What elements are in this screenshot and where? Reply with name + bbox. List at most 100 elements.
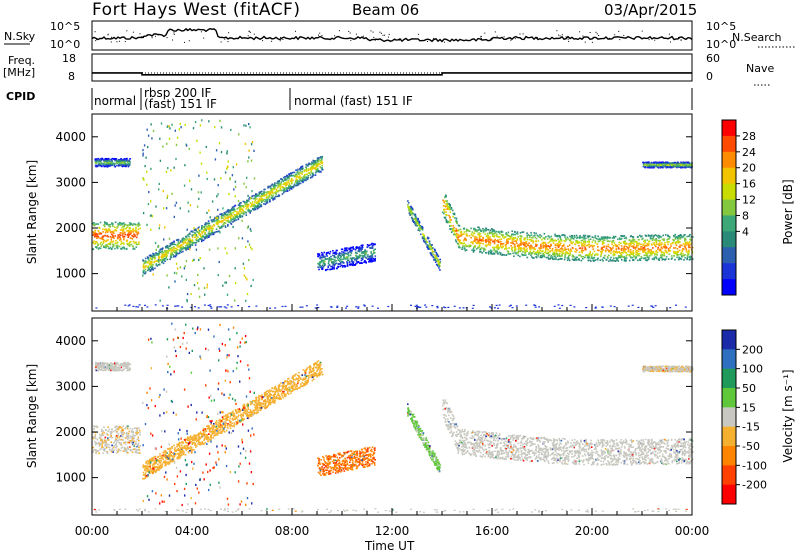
- scatter-cell: [670, 166, 672, 168]
- scatter-cell: [328, 264, 331, 266]
- scatter-speckle: [226, 293, 229, 296]
- scatter-cell: [514, 246, 517, 249]
- scatter-cell: [650, 165, 653, 168]
- scatter-cell: [110, 233, 113, 236]
- scatter-cell: [208, 230, 211, 233]
- noise-point: [262, 40, 264, 42]
- scatter-cell: [316, 167, 319, 170]
- scatter-cell: [132, 224, 134, 227]
- scatter-cell: [100, 245, 102, 247]
- scatter-cell: [323, 259, 326, 262]
- scatter-cell: [365, 257, 368, 259]
- scatter-cell: [261, 201, 263, 204]
- scatter-cell: [559, 244, 561, 246]
- scatter-cell: [343, 264, 346, 267]
- scatter-cell: [250, 210, 252, 212]
- scatter-cell: [660, 246, 663, 248]
- scatter-cell: [277, 185, 280, 188]
- scatter-cell: [120, 162, 122, 164]
- noise-point: [382, 34, 384, 36]
- scatter-cell: [545, 256, 548, 259]
- scatter-cell: [256, 206, 259, 209]
- scatter-cell: [171, 241, 174, 244]
- scatter-cell: [196, 231, 198, 233]
- scatter-cell: [661, 238, 664, 241]
- scatter-cell: [96, 241, 98, 244]
- scatter-cell: [270, 184, 273, 187]
- scatter-cell: [571, 236, 574, 238]
- scatter-cell: [209, 233, 212, 235]
- scatter-cell: [237, 207, 240, 209]
- scatter-cell: [668, 164, 670, 166]
- scatter-cell: [330, 258, 332, 260]
- scatter-cell: [680, 164, 682, 166]
- scatter-cell: [458, 225, 461, 227]
- scatter-cell: [294, 174, 296, 177]
- scatter-cell: [261, 199, 263, 202]
- scatter-cell: [144, 266, 147, 268]
- scatter-cell: [309, 177, 312, 179]
- scatter-cell: [321, 256, 324, 259]
- scatter-cell: [361, 248, 363, 251]
- scatter-speckle: [150, 228, 152, 231]
- scatter-cell: [582, 243, 584, 245]
- scatter-speckle: [192, 127, 195, 130]
- scatter-cell: [519, 243, 522, 245]
- scatter-cell: [120, 158, 123, 161]
- scatter-cell: [596, 253, 599, 256]
- scatter-cell: [658, 244, 660, 246]
- scatter-cell: [500, 234, 503, 236]
- scatter-cell: [335, 260, 337, 262]
- scatter-cell: [113, 163, 115, 166]
- scatter-cell: [209, 224, 211, 227]
- scatter-cell: [511, 246, 514, 249]
- scatter-cell: [411, 208, 414, 211]
- scatter-cell: [119, 161, 121, 164]
- scatter-cell: [555, 256, 557, 259]
- scatter-cell: [244, 205, 247, 207]
- scatter-cell: [341, 258, 343, 261]
- noise-point: [355, 33, 357, 35]
- scatter-cell: [478, 226, 480, 229]
- scatter-cell: [265, 202, 268, 204]
- scatter-cell: [107, 163, 110, 165]
- scatter-cell: [169, 242, 172, 245]
- scatter-cell: [514, 237, 516, 239]
- scatter-cell: [448, 214, 450, 217]
- scatter-cell: [472, 227, 475, 230]
- scatter-cell: [107, 245, 110, 248]
- scatter-cell: [236, 215, 238, 218]
- scatter-cell: [629, 243, 632, 246]
- scatter-cell: [97, 235, 99, 238]
- scatter-cell: [445, 214, 448, 216]
- scatter-cell: [522, 231, 525, 233]
- scatter-cell: [255, 195, 257, 198]
- scatter-cell: [180, 246, 183, 249]
- scatter-cell: [594, 240, 597, 242]
- scatter-cell: [100, 159, 102, 161]
- scatter-cell: [528, 238, 531, 241]
- scatter-cell: [322, 260, 325, 263]
- scatter-cell: [480, 242, 482, 244]
- scatter-cell: [475, 248, 478, 250]
- scatter-cell: [245, 214, 248, 216]
- scatter-cell: [465, 228, 468, 231]
- scatter-cell: [257, 206, 260, 209]
- scatter-cell: [348, 261, 351, 264]
- scatter-cell: [672, 162, 675, 164]
- scatter-cell: [186, 235, 188, 238]
- scatter-cell: [666, 166, 668, 168]
- scatter-cell: [256, 195, 259, 198]
- scatter-cell: [96, 158, 98, 161]
- scatter-cell: [171, 249, 174, 252]
- noise-point: [200, 31, 202, 33]
- scatter-cell: [582, 234, 585, 237]
- scatter-cell: [318, 262, 321, 265]
- scatter-cell: [564, 240, 567, 243]
- scatter-speckle: [249, 246, 252, 249]
- scatter-cell: [357, 250, 359, 252]
- scatter-cell: [613, 242, 616, 244]
- noise-point: [184, 41, 185, 43]
- scatter-cell: [657, 246, 659, 249]
- scatter-cell: [513, 243, 516, 245]
